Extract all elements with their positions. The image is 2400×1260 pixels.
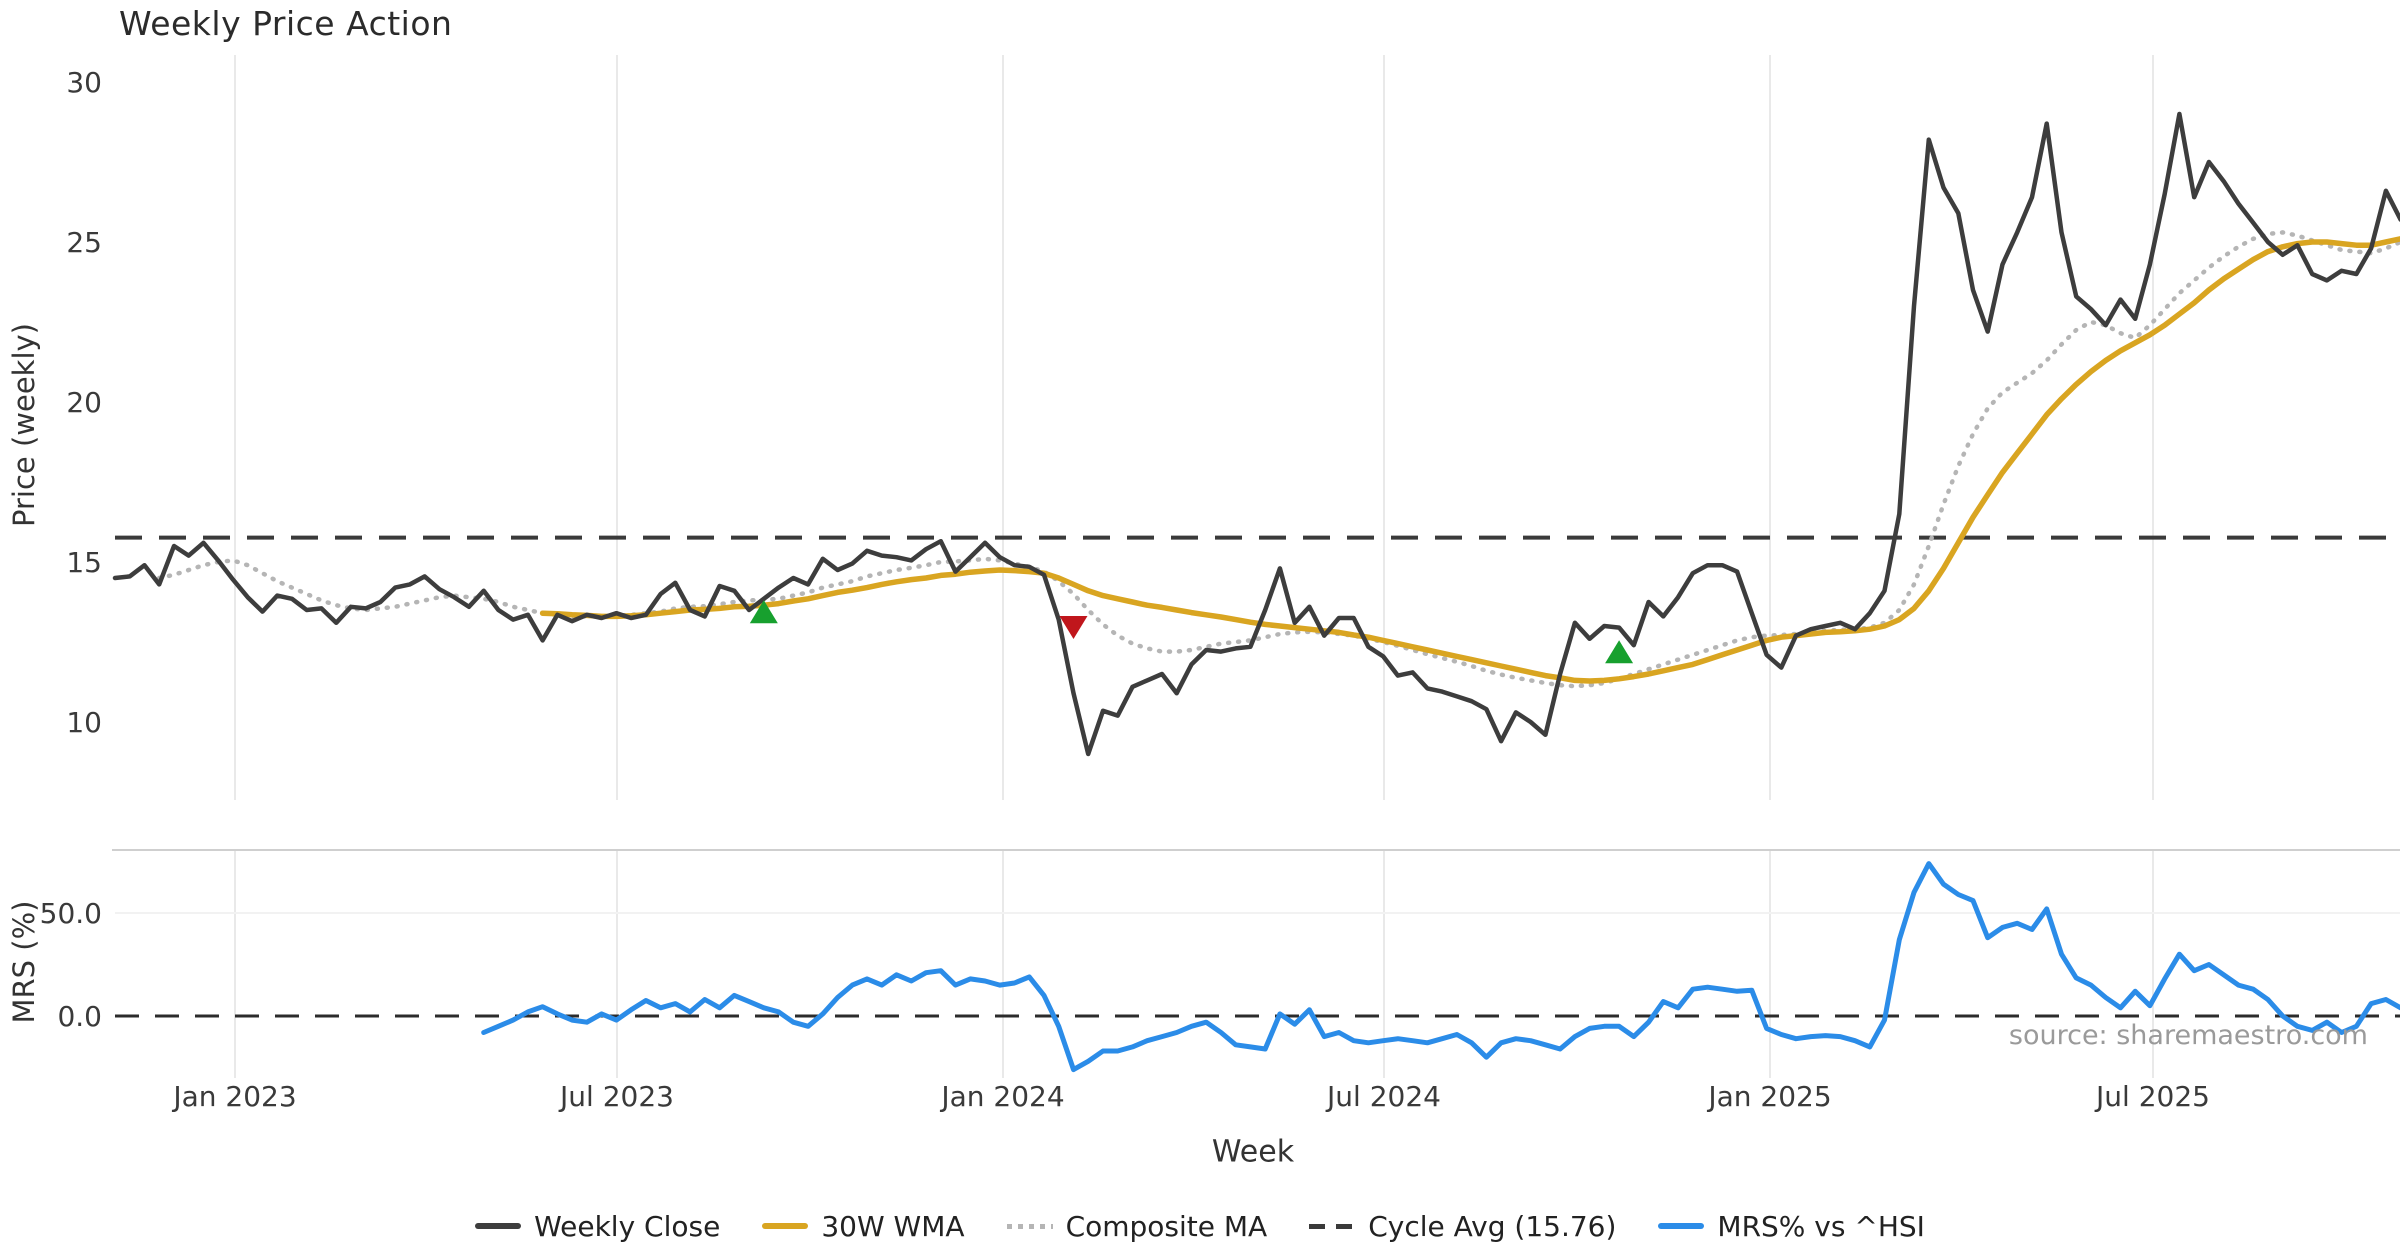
x-tick-label: Jul 2023: [558, 1080, 674, 1113]
legend-label: Weekly Close: [534, 1209, 721, 1243]
sell-signal-marker: [1059, 616, 1088, 639]
buy-signal-marker: [749, 600, 778, 624]
mrs-line: [481, 861, 2400, 1073]
legend-dotted-swatch-icon: [1006, 1223, 1053, 1229]
price-tick-label: 10: [66, 706, 102, 739]
x-tick-label: Jul 2025: [2094, 1080, 2210, 1113]
legend-label: 30W WMA: [821, 1209, 965, 1243]
source-credit: source: sharemaestro.com: [2008, 1020, 2368, 1051]
legend-label: Composite MA: [1065, 1209, 1268, 1243]
legend-label: MRS% vs ^HSI: [1717, 1209, 1925, 1243]
x-tick-label: Jan 2024: [939, 1080, 1064, 1113]
legend-item: 30W WMA: [762, 1209, 965, 1243]
legend-item: Composite MA: [1006, 1209, 1268, 1243]
wma30-line: [539, 236, 2400, 684]
price-tick-label: 25: [66, 226, 102, 259]
legend-label: Cycle Avg (15.76): [1368, 1209, 1617, 1243]
legend-item: MRS% vs ^HSI: [1658, 1210, 1925, 1243]
price-tick-label: 15: [66, 546, 102, 579]
x-tick-label: Jan 2023: [171, 1080, 296, 1113]
price-tick-label: 30: [66, 66, 102, 99]
x-tick-label: Jul 2024: [1325, 1080, 1441, 1113]
legend-solid-swatch-icon: [1658, 1223, 1705, 1229]
legend: Weekly Close 30W WMA Composite MA Cycle Avg…: [0, 1202, 2400, 1250]
mrs-tick-label: 0.0: [57, 1000, 102, 1033]
mrs-tick-label: 50.0: [40, 897, 102, 930]
page-title: Weekly Price Action: [119, 4, 453, 43]
x-axis-label: Week: [1211, 1134, 1295, 1170]
x-tick-label: Jan 2025: [1706, 1080, 1831, 1113]
legend-solid-swatch-icon: [762, 1223, 809, 1229]
mrs-axis-label: MRS (%): [7, 900, 41, 1024]
price-tick-label: 20: [66, 386, 102, 419]
legend-dashed-swatch-icon: [1309, 1223, 1356, 1229]
buy-signal-marker: [1605, 640, 1634, 664]
legend-solid-swatch-icon: [475, 1223, 522, 1229]
legend-item: Weekly Close: [475, 1210, 720, 1243]
legend-item: Cycle Avg (15.76): [1309, 1210, 1616, 1243]
price-axis-label: Price (weekly): [7, 322, 41, 528]
composite-ma-line: [156, 230, 2400, 689]
weekly-close-line: [112, 111, 2400, 757]
